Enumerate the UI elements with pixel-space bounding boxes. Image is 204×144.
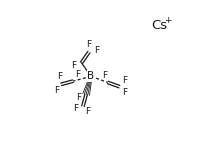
Text: Cs: Cs [151, 19, 167, 32]
Text: F: F [86, 40, 91, 49]
Text: F: F [121, 88, 126, 97]
Text: F: F [71, 61, 76, 70]
Text: F: F [57, 72, 62, 82]
Text: F: F [85, 107, 90, 116]
Text: F: F [94, 46, 99, 55]
Text: F: F [102, 71, 107, 79]
Text: F: F [73, 104, 78, 113]
Text: +: + [164, 16, 171, 25]
Text: F: F [74, 70, 80, 79]
Text: F: F [121, 76, 126, 85]
Text: F: F [53, 86, 59, 95]
Text: B: B [87, 71, 94, 81]
Text: F: F [76, 93, 81, 102]
